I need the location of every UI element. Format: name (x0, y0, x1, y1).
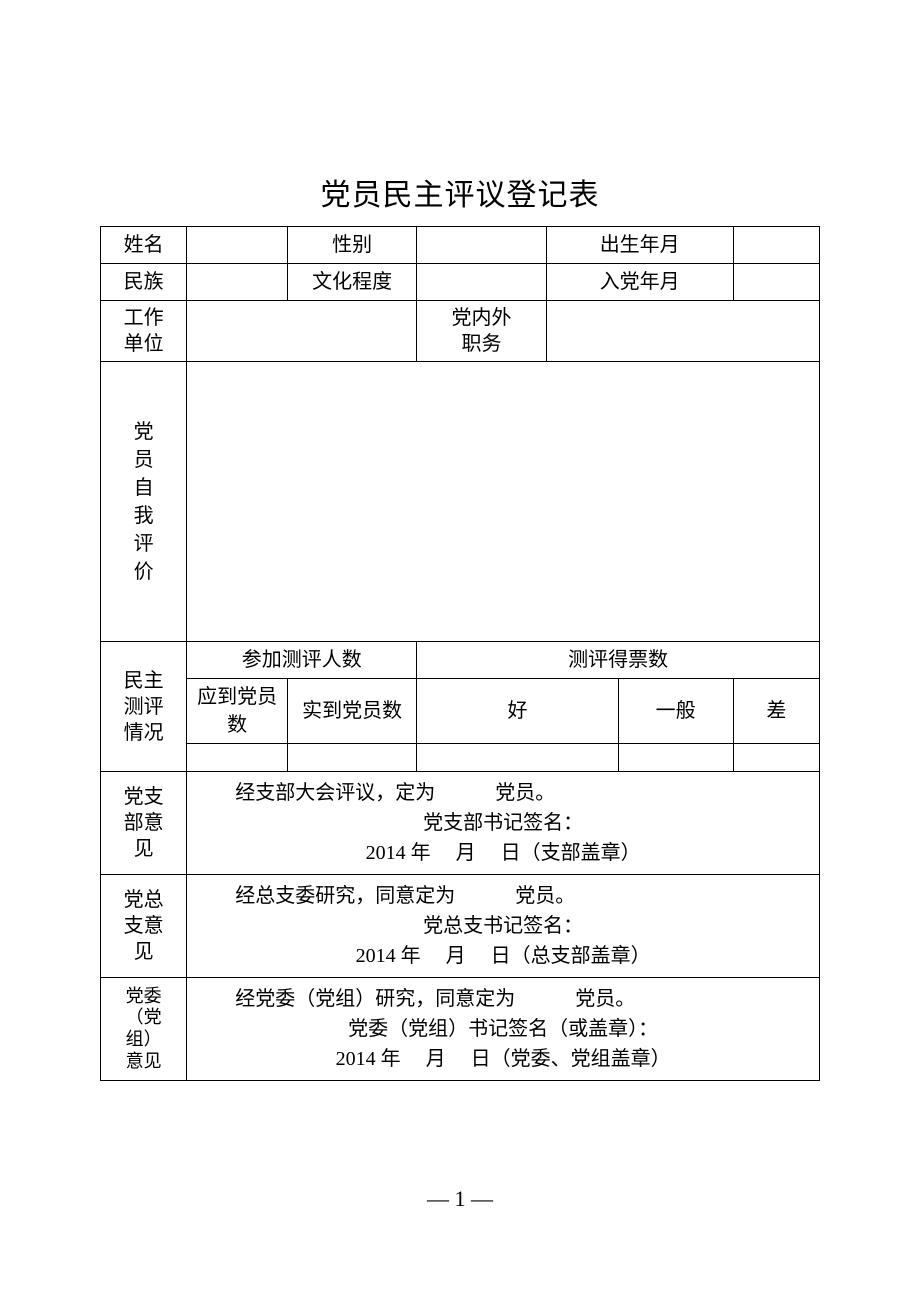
actual-attend-value (287, 744, 416, 772)
general-line1: 经总支委研究，同意定为 党员。 (195, 881, 811, 911)
self-eval-content (187, 362, 820, 642)
committee-opinion-content: 经党委（党组）研究，同意定为 党员。 党委（党组）书记签名（或盖章）： 2014… (187, 978, 820, 1081)
post-label: 党内外 职务 (417, 301, 546, 362)
ethnic-label: 民族 (101, 264, 187, 301)
dem-l3: 情况 (103, 720, 184, 746)
ethnic-value (187, 264, 288, 301)
post-label-l2: 职务 (419, 331, 543, 357)
bo-l3: 见 (103, 836, 184, 862)
post-value (546, 301, 819, 362)
general-line2: 党总支书记签名： (195, 911, 811, 941)
unit-label: 工作 单位 (101, 301, 187, 362)
branch-opinion-content: 经支部大会评议，定为 党员。 党支部书记签名： 2014 年 月 日（支部盖章） (187, 772, 820, 875)
birth-value (733, 227, 819, 264)
se-c4: 我 (101, 502, 186, 530)
gender-value (417, 227, 546, 264)
row-democratic-sub: 应到党员数 实到党员数 好 一般 差 (101, 679, 820, 744)
should-attend-label: 应到党员数 (187, 679, 288, 744)
row-democratic-values (101, 744, 820, 772)
row-general-opinion: 党总 支意 见 经总支委研究，同意定为 党员。 党总支书记签名： 2014 年 … (101, 875, 820, 978)
co-l3: 组） (103, 1029, 184, 1051)
row-democratic-header: 民主 测评 情况 参加测评人数 测评得票数 (101, 642, 820, 679)
form-title: 党员民主评议登记表 (100, 170, 820, 214)
committee-line2: 党委（党组）书记签名（或盖章）： (195, 1014, 811, 1044)
row-branch-opinion: 党支 部意 见 经支部大会评议，定为 党员。 党支部书记签名： 2014 年 月… (101, 772, 820, 875)
should-attend-value (187, 744, 288, 772)
committee-opinion-label: 党委 （党 组） 意见 (101, 978, 187, 1081)
se-c5: 评 (101, 530, 186, 558)
name-label: 姓名 (101, 227, 187, 264)
good-label: 好 (417, 679, 618, 744)
row-self-eval: 党 员 自 我 评 价 (101, 362, 820, 642)
participants-header: 参加测评人数 (187, 642, 417, 679)
committee-line3: 2014 年 月 日（党委、党组盖章） (195, 1044, 811, 1074)
branch-line1: 经支部大会评议，定为 党员。 (195, 778, 811, 808)
gender-label: 性别 (287, 227, 416, 264)
se-c2: 员 (101, 446, 186, 474)
row-ethnic: 民族 文化程度 入党年月 (101, 264, 820, 301)
bo-l2: 部意 (103, 810, 184, 836)
self-eval-label: 党 员 自 我 评 价 (101, 362, 187, 642)
poor-value (733, 744, 819, 772)
unit-value (187, 301, 417, 362)
committee-line1: 经党委（党组）研究，同意定为 党员。 (195, 984, 811, 1014)
go-l1: 党总 (103, 887, 184, 913)
co-l2: （党 (103, 1007, 184, 1029)
se-c3: 自 (101, 474, 186, 502)
branch-line2: 党支部书记签名： (195, 808, 811, 838)
unit-label-l2: 单位 (103, 331, 184, 357)
se-c6: 价 (101, 558, 186, 586)
unit-label-l1: 工作 (103, 305, 184, 331)
document-page: 党员民主评议登记表 姓名 性别 出生年月 民族 文化程度 入党年 (0, 0, 920, 1081)
co-l4: 意见 (103, 1051, 184, 1073)
row-unit: 工作 单位 党内外 职务 (101, 301, 820, 362)
go-l3: 见 (103, 939, 184, 965)
co-l1: 党委 (103, 986, 184, 1008)
registration-table: 姓名 性别 出生年月 民族 文化程度 入党年月 工作 单位 党内外 职务 (100, 226, 820, 1081)
actual-attend-label: 实到党员数 (287, 679, 416, 744)
poor-label: 差 (733, 679, 819, 744)
page-number: — 1 — (0, 1186, 920, 1212)
edu-label: 文化程度 (287, 264, 416, 301)
branch-line3: 2014 年 月 日（支部盖章） (195, 838, 811, 868)
general-opinion-label: 党总 支意 见 (101, 875, 187, 978)
average-value (618, 744, 733, 772)
join-label: 入党年月 (546, 264, 733, 301)
post-label-l1: 党内外 (419, 305, 543, 331)
row-committee-opinion: 党委 （党 组） 意见 经党委（党组）研究，同意定为 党员。 党委（党组）书记签… (101, 978, 820, 1081)
branch-opinion-label: 党支 部意 见 (101, 772, 187, 875)
go-l2: 支意 (103, 913, 184, 939)
bo-l1: 党支 (103, 784, 184, 810)
votes-header: 测评得票数 (417, 642, 820, 679)
dem-l2: 测评 (103, 694, 184, 720)
edu-value (417, 264, 546, 301)
birth-label: 出生年月 (546, 227, 733, 264)
general-line3: 2014 年 月 日（总支部盖章） (195, 941, 811, 971)
democratic-label: 民主 测评 情况 (101, 642, 187, 772)
se-c1: 党 (101, 418, 186, 446)
row-name: 姓名 性别 出生年月 (101, 227, 820, 264)
dem-l1: 民主 (103, 668, 184, 694)
join-value (733, 264, 819, 301)
general-opinion-content: 经总支委研究，同意定为 党员。 党总支书记签名： 2014 年 月 日（总支部盖… (187, 875, 820, 978)
average-label: 一般 (618, 679, 733, 744)
good-value (417, 744, 618, 772)
name-value (187, 227, 288, 264)
